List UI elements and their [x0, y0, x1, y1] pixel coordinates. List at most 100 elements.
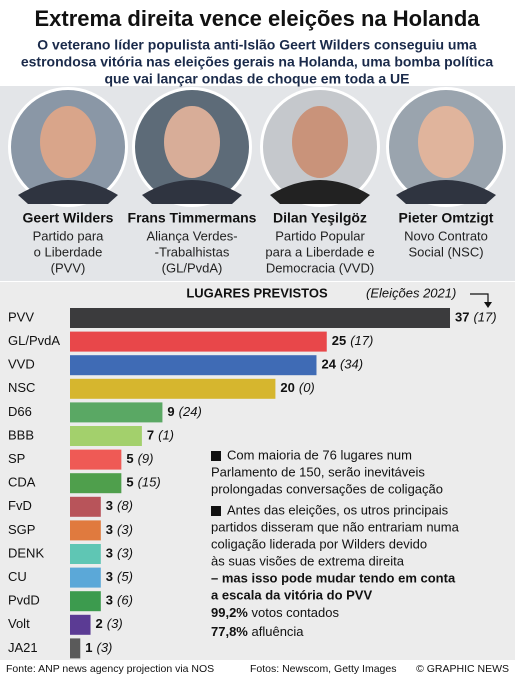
note-bullet	[211, 451, 221, 461]
value-label: 37	[455, 309, 469, 324]
value-label: 3	[106, 569, 113, 584]
person-party: Novo Contrato	[404, 228, 488, 243]
portrait-face	[418, 106, 474, 178]
stat-value: 77,8%	[211, 624, 248, 639]
person-party: Partido Popular	[275, 228, 365, 243]
bar	[70, 496, 101, 517]
value-label: 24	[321, 357, 336, 372]
previous-label: (24)	[179, 404, 202, 419]
bar	[70, 520, 101, 541]
person-party: -Trabalhistas	[155, 244, 230, 259]
value-label: 3	[106, 498, 113, 513]
person-party: para a Liberdade e	[265, 244, 374, 259]
bar	[70, 308, 450, 328]
footer-credit: © GRAPHIC NEWS	[416, 663, 509, 675]
previous-label: (3)	[97, 640, 113, 655]
subtitle-line: que vai lançar ondas de choque em toda a…	[105, 71, 410, 87]
person-party: (PVV)	[51, 260, 86, 275]
bar	[70, 402, 163, 423]
title: Extrema direita vence eleições na Holand…	[34, 6, 480, 31]
bar	[70, 378, 276, 399]
bar	[70, 449, 122, 470]
category-label: D66	[8, 404, 32, 419]
value-label: 3	[106, 522, 113, 537]
portrait-shoulders	[270, 180, 370, 204]
portrait-shoulders	[142, 180, 242, 204]
previous-header: (Eleições 2021)	[366, 285, 456, 300]
bar	[70, 638, 81, 659]
value-label: 7	[147, 427, 154, 442]
note-line: Parlamento de 150, serão inevitáveis	[211, 464, 425, 479]
previous-label: (8)	[117, 498, 133, 513]
stat: 77,8% afluência	[211, 624, 304, 639]
portrait-shoulders	[18, 180, 118, 204]
value-label: 3	[106, 545, 113, 560]
previous-label: (17)	[350, 333, 373, 348]
footer-source: Fonte: ANP news agency projection via NO…	[6, 663, 214, 675]
bar	[70, 567, 101, 588]
previous-label: (5)	[117, 569, 133, 584]
person-party: Aliança Verdes-	[146, 228, 237, 243]
category-label: FvD	[8, 498, 32, 513]
person-name: Pieter Omtzigt	[399, 210, 494, 226]
chart-title: LUGARES PREVISTOS	[186, 285, 328, 300]
bar	[70, 355, 317, 376]
category-label: JA21	[8, 640, 38, 655]
subtitle-line: O veterano líder populista anti-Islão Ge…	[37, 37, 477, 53]
category-label: NSC	[8, 380, 35, 395]
previous-label: (15)	[138, 475, 161, 490]
value-label: 20	[280, 380, 294, 395]
previous-label: (3)	[117, 545, 133, 560]
portrait-face	[164, 106, 220, 178]
value-label: 25	[332, 333, 346, 348]
previous-label: (3)	[117, 522, 133, 537]
person-party: Democracia (VVD)	[266, 260, 374, 275]
portrait-shoulders	[396, 180, 496, 204]
subtitle-line: estrondosa vitória nas eleições gerais n…	[21, 54, 493, 70]
value-label: 5	[126, 475, 133, 490]
person-name: Dilan Yeşilgöz	[273, 210, 367, 226]
category-label: CU	[8, 569, 27, 584]
note-line-bold: – mas isso pode mudar tendo em conta	[211, 570, 456, 585]
category-label: GL/PvdA	[8, 333, 60, 348]
bar	[70, 614, 91, 635]
value-label: 2	[96, 616, 103, 631]
person-party: o Liberdade	[34, 244, 103, 259]
bar	[70, 426, 142, 446]
person-name: Geert Wilders	[23, 210, 114, 226]
note-line: prolongadas conversações de coligação	[211, 481, 443, 496]
previous-label: (3)	[107, 616, 123, 631]
category-label: SGP	[8, 522, 35, 537]
value-label: 5	[126, 451, 133, 466]
previous-arrow	[470, 293, 489, 304]
note-line: coligação liderada por Wilders devido	[211, 536, 427, 551]
portrait-face	[292, 106, 348, 178]
stat-label: afluência	[252, 624, 305, 639]
previous-label: (0)	[299, 380, 315, 395]
previous-label: (9)	[138, 451, 154, 466]
category-label: PVV	[8, 309, 34, 324]
value-label: 3	[106, 593, 113, 608]
stat-value: 99,2%	[211, 605, 248, 620]
bar	[70, 331, 327, 352]
bar	[70, 473, 122, 494]
person-party: Partido para	[33, 228, 105, 243]
category-label: VVD	[8, 357, 35, 372]
note-line: às suas visões de extrema direita	[211, 553, 405, 568]
person-party: Social (NSC)	[408, 244, 483, 259]
category-label: CDA	[8, 475, 36, 490]
stat-label: votos contados	[252, 605, 340, 620]
note-line-bold: a escala da vitória do PVV	[211, 587, 372, 602]
category-label: BBB	[8, 427, 34, 442]
previous-arrowhead	[484, 302, 492, 308]
category-label: PvdD	[8, 593, 40, 608]
note-bullet	[211, 506, 221, 516]
note-line: Com maioria de 76 lugares num	[227, 447, 412, 462]
note-line: Antes das eleições, os utros principais	[227, 502, 449, 517]
stat: 99,2% votos contados	[211, 605, 339, 620]
person-name: Frans Timmermans	[128, 210, 257, 226]
portrait-face	[40, 106, 96, 178]
note-line: partidos disseram que não entrariam numa	[211, 519, 460, 534]
previous-label: (6)	[117, 593, 133, 608]
